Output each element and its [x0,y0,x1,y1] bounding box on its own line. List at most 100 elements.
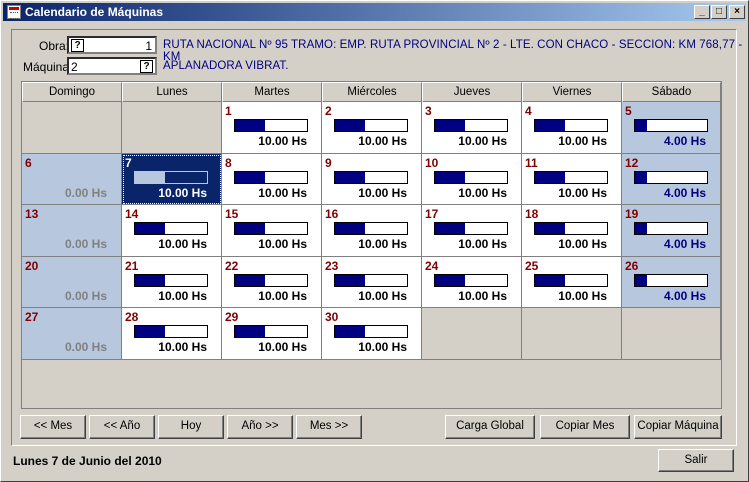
day-hours: 10.00 Hs [558,185,607,200]
maximize-button[interactable]: □ [711,5,727,19]
status-date: Lunes 7 de Junio del 2010 [13,454,162,468]
day-number: 12 [625,155,639,170]
calendar-day-17[interactable]: 17 10.00 Hs [422,205,522,257]
hours-progress-bar [334,222,408,235]
calendar-day-28[interactable]: 28 10.00 Hs [122,308,222,360]
prev-year-button[interactable]: << Año [89,415,155,439]
calendar-day-4[interactable]: 4 10.00 Hs [522,102,622,154]
calendar-day-20[interactable]: 20 0.00 Hs [22,256,122,308]
copy-month-button[interactable]: Copiar Mes [540,415,630,439]
calendar-day-2[interactable]: 2 10.00 Hs [322,102,422,154]
obra-description: RUTA NACIONAL Nº 95 TRAMO: EMP. RUTA PRO… [163,39,743,63]
exit-button[interactable]: Salir [658,449,734,472]
minimize-button[interactable]: _ [694,5,710,19]
obra-field[interactable]: ? 1 [67,36,157,54]
day-number: 22 [225,258,239,273]
day-hours: 10.00 Hs [558,288,607,303]
calendar-day-8[interactable]: 8 10.00 Hs [222,153,322,205]
hours-progress-fill [535,274,566,286]
day-hours: 10.00 Hs [358,340,407,354]
maquina-field[interactable]: 2 ? [67,57,157,75]
close-button[interactable]: × [729,5,745,19]
day-number: 26 [625,258,639,273]
prev-month-button[interactable]: << Mes [20,415,86,439]
hours-progress-bar [234,273,308,287]
day-hours: 10.00 Hs [358,185,407,200]
day-number: 17 [425,207,439,221]
calendar-day-21[interactable]: 21 10.00 Hs [122,256,222,308]
calendar-day-13[interactable]: 13 0.00 Hs [22,205,122,257]
hours-progress-bar [334,273,408,287]
calendar-day-14[interactable]: 14 10.00 Hs [122,205,222,257]
day-number: 11 [525,155,538,170]
copy-machine-button[interactable]: Copiar Máquina [634,415,722,439]
day-hours: 10.00 Hs [158,185,207,200]
calendar-day-6[interactable]: 6 0.00 Hs [22,153,122,205]
day-number: 14 [125,207,139,221]
hours-progress-bar [534,170,608,184]
title-bar: Calendario de Máquinas _ □ × [3,3,746,21]
maquina-label: Máquina: [23,60,73,74]
global-load-button[interactable]: Carga Global [445,415,535,439]
calendar-day-22[interactable]: 22 10.00 Hs [222,256,322,308]
calendar-day-5[interactable]: 5 4.00 Hs [622,102,721,154]
hours-progress-bar [234,119,308,132]
hours-progress-fill [435,171,466,183]
maquina-help-icon[interactable]: ? [140,60,153,73]
day-number: 7 [125,155,132,170]
day-number: 21 [125,258,139,273]
obra-help-icon[interactable]: ? [71,39,84,52]
hours-progress-fill [435,274,466,286]
day-hours: 10.00 Hs [458,237,507,251]
calendar-day-1[interactable]: 1 10.00 Hs [222,102,322,154]
calendar-day-11[interactable]: 11 10.00 Hs [522,153,622,205]
hours-progress-bar [534,273,608,287]
hours-progress-bar [434,273,508,287]
calendar-day-25[interactable]: 25 10.00 Hs [522,256,622,308]
day-hours: 10.00 Hs [158,288,207,303]
calendar-day-16[interactable]: 16 10.00 Hs [322,205,422,257]
hours-progress-bar [534,222,608,235]
calendar-empty-cell [122,102,222,154]
hours-progress-bar [134,273,208,287]
next-month-button[interactable]: Mes >> [296,415,362,439]
calendar-day-29[interactable]: 29 10.00 Hs [222,308,322,360]
calendar-day-7[interactable]: 7 10.00 Hs [122,153,222,205]
day-hours: 4.00 Hs [663,185,706,200]
calendar-day-30[interactable]: 30 10.00 Hs [322,308,422,360]
day-hours: 10.00 Hs [358,134,407,148]
day-number: 28 [125,310,139,324]
hours-progress-bar [434,170,508,184]
calendar-day-23[interactable]: 23 10.00 Hs [322,256,422,308]
hours-progress-fill [135,223,166,234]
day-hours: 10.00 Hs [558,134,607,148]
weekday-header: Viernes [522,82,622,102]
calendar-day-26[interactable]: 26 4.00 Hs [622,256,721,308]
calendar-day-3[interactable]: 3 10.00 Hs [422,102,522,154]
calendar-day-24[interactable]: 24 10.00 Hs [422,256,522,308]
hours-progress-bar [634,222,708,235]
day-number: 20 [25,258,39,273]
calendar-day-10[interactable]: 10 10.00 Hs [422,153,522,205]
day-hours: 10.00 Hs [358,288,407,303]
calendar-empty-cell [522,308,622,360]
hours-progress-fill [535,171,566,183]
calendar-day-18[interactable]: 18 10.00 Hs [522,205,622,257]
calendar-day-9[interactable]: 9 10.00 Hs [322,153,422,205]
calendar-day-19[interactable]: 19 4.00 Hs [622,205,721,257]
hours-progress-bar [334,325,408,338]
hours-progress-bar [134,170,208,184]
calendar-day-27[interactable]: 27 0.00 Hs [22,308,122,360]
calendar-day-15[interactable]: 15 10.00 Hs [222,205,322,257]
next-year-button[interactable]: Año >> [227,415,293,439]
hours-progress-fill [335,326,366,337]
hours-progress-bar [334,119,408,132]
calendar-day-12[interactable]: 12 4.00 Hs [622,153,721,205]
hours-progress-fill [235,120,266,131]
hours-progress-fill [335,171,366,183]
today-button[interactable]: Hoy [158,415,224,439]
day-number: 24 [425,258,439,273]
day-hours: 10.00 Hs [158,237,207,251]
hours-progress-bar [434,119,508,132]
